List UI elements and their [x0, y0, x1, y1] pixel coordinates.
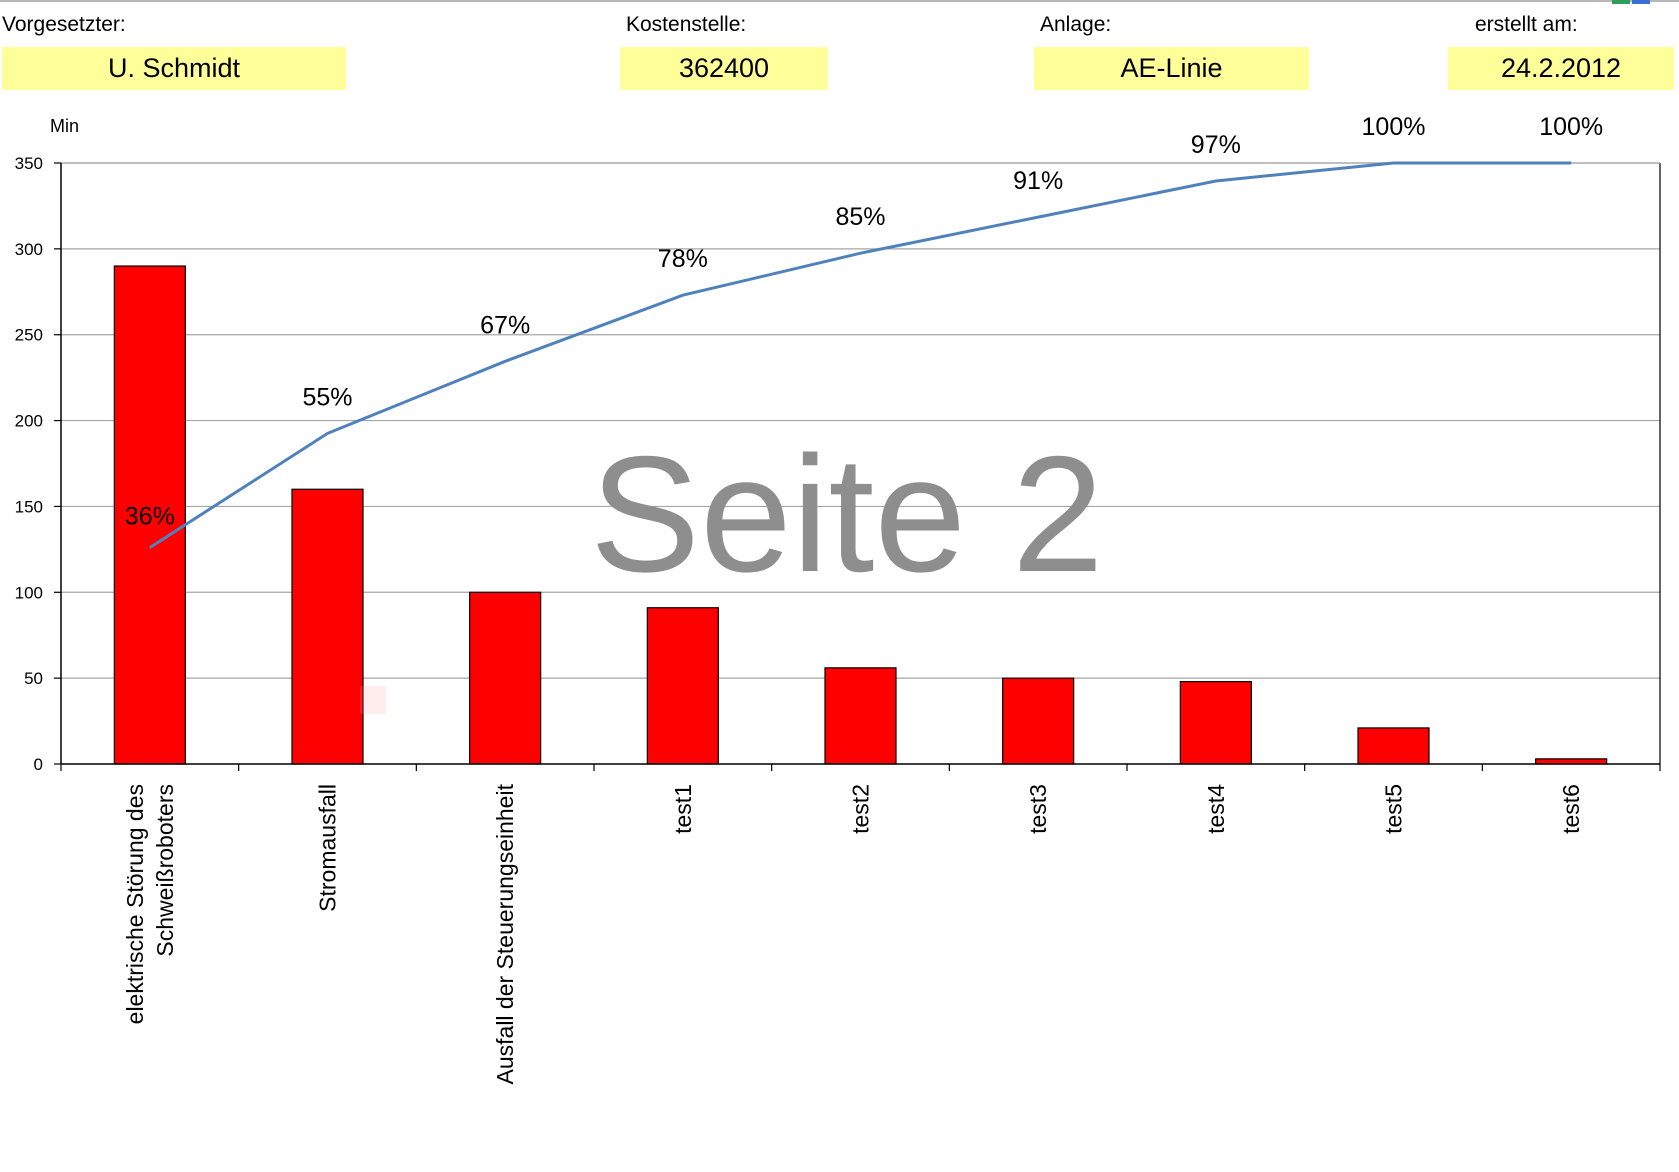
x-category-label: test5 [1381, 784, 1407, 834]
cumulative-percent-label: 100% [1539, 113, 1603, 141]
x-category-label: test2 [848, 784, 874, 834]
supervisor-field[interactable]: U. Schmidt [2, 47, 346, 90]
x-category-label: Stromausfall [315, 784, 341, 912]
y-tick-label: 100 [15, 583, 43, 602]
y-tick-label: 300 [15, 240, 43, 259]
x-category-label: test3 [1025, 784, 1051, 834]
x-category-label: Ausfall der Steuerungseinheit [492, 783, 518, 1084]
y-tick-label: 350 [15, 154, 43, 173]
cost-center-field[interactable]: 362400 [620, 47, 828, 90]
y-axis-label: Min [50, 116, 79, 136]
x-category-label: Schweißroboters [152, 784, 178, 957]
bar [646, 607, 719, 765]
bar [1357, 727, 1430, 765]
cumulative-percent-label: 100% [1362, 113, 1426, 141]
y-tick-label: 50 [24, 669, 43, 688]
y-tick-label: 250 [15, 326, 43, 345]
y-tick-label: 150 [15, 497, 43, 516]
corner-accent-blue [1632, 0, 1650, 4]
cumulative-percent-label: 91% [1013, 167, 1063, 195]
created-date-field[interactable]: 24.2.2012 [1448, 47, 1674, 90]
bar [1535, 758, 1608, 765]
cumulative-percent-label: 78% [658, 245, 708, 273]
faint-marker [360, 686, 386, 714]
bar [291, 488, 364, 765]
created-label: erstellt am: [1475, 13, 1578, 36]
x-category-label: test6 [1558, 784, 1584, 834]
bar [1179, 680, 1252, 765]
cumulative-percent-label: 97% [1191, 131, 1241, 159]
cumulative-percent-label: 85% [835, 203, 885, 231]
bar [469, 591, 542, 765]
bar [824, 667, 897, 765]
cumulative-percent-label: 67% [480, 311, 530, 339]
cumulative-line [148, 161, 1572, 549]
x-category-label: test1 [670, 784, 696, 834]
plant-label: Anlage: [1040, 13, 1112, 36]
y-tick-label: 0 [34, 755, 43, 774]
cumulative-percent-label: 55% [302, 383, 352, 411]
bar [1002, 677, 1075, 765]
cost-center-label: Kostenstelle: [626, 13, 747, 36]
plant-field[interactable]: AE-Linie [1034, 47, 1309, 90]
x-category-label: elektrische Störung des [122, 784, 148, 1024]
corner-accent-green [1612, 0, 1630, 4]
cumulative-percent-label: 36% [125, 503, 175, 531]
x-category-label: test4 [1203, 784, 1229, 834]
top-border-line [0, 0, 1679, 2]
supervisor-label: Vorgesetzter: [2, 13, 126, 36]
y-tick-label: 200 [15, 412, 43, 431]
bar [113, 265, 186, 765]
